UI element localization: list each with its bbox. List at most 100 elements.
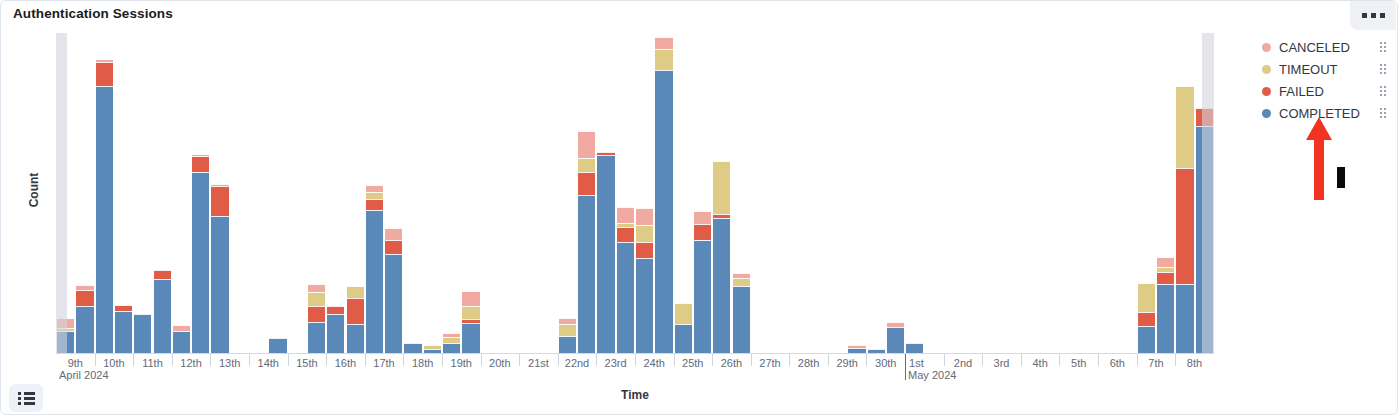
bar-slot[interactable] xyxy=(346,286,365,353)
bar-slot[interactable] xyxy=(191,154,210,353)
legend-item-failed[interactable]: FAILED xyxy=(1254,80,1396,102)
bar-segment-completed[interactable] xyxy=(211,216,228,353)
bar-segment-completed[interactable] xyxy=(327,314,344,354)
bar-segment-timeout[interactable] xyxy=(1138,283,1155,312)
bar-segment-completed[interactable] xyxy=(1176,284,1193,353)
bar-segment-completed[interactable] xyxy=(154,279,171,353)
bar-segment-timeout[interactable] xyxy=(308,292,325,306)
bar-segment-canceled[interactable] xyxy=(578,131,595,159)
legend-item-canceled[interactable]: CANCELED xyxy=(1254,36,1396,58)
bar-segment-canceled[interactable] xyxy=(366,185,383,192)
bar-slot[interactable] xyxy=(712,161,731,353)
bar-segment-canceled[interactable] xyxy=(636,208,653,225)
bar-slot[interactable] xyxy=(1156,257,1175,353)
bar-segment-completed[interactable] xyxy=(76,306,93,353)
bar-segment-completed[interactable] xyxy=(385,254,402,353)
bar-segment-completed[interactable] xyxy=(1157,284,1174,353)
bar-segment-timeout[interactable] xyxy=(733,278,750,286)
bar-slot[interactable] xyxy=(384,228,403,353)
bar-slot[interactable] xyxy=(616,207,635,353)
bar-slot[interactable] xyxy=(461,291,480,353)
bar-segment-completed[interactable] xyxy=(443,343,460,353)
bar-slot[interactable] xyxy=(268,338,287,353)
bar-segment-canceled[interactable] xyxy=(655,37,672,49)
bar-slot[interactable] xyxy=(153,270,172,353)
bar-slot[interactable] xyxy=(905,343,924,353)
bar-slot[interactable] xyxy=(886,322,905,353)
bar-segment-canceled[interactable] xyxy=(308,284,325,292)
bar-slot[interactable] xyxy=(654,37,673,353)
bar-slot[interactable] xyxy=(596,152,615,353)
bar-segment-canceled[interactable] xyxy=(385,228,402,241)
bar-segment-failed[interactable] xyxy=(76,290,93,306)
bar-segment-timeout[interactable] xyxy=(366,192,383,199)
bar-slot[interactable] xyxy=(326,306,345,353)
bar-slot[interactable] xyxy=(133,314,152,354)
drag-handle-icon[interactable] xyxy=(1380,108,1387,119)
bar-slot[interactable] xyxy=(307,284,326,353)
bar-slot[interactable] xyxy=(577,131,596,353)
bar-segment-completed[interactable] xyxy=(192,172,209,353)
bar-segment-timeout[interactable] xyxy=(578,158,595,172)
bar-segment-completed[interactable] xyxy=(597,155,614,353)
bar-segment-completed[interactable] xyxy=(134,314,151,354)
bar-segment-failed[interactable] xyxy=(96,62,113,87)
bar-segment-completed[interactable] xyxy=(96,86,113,353)
bar-segment-completed[interactable] xyxy=(694,240,711,353)
bar-slot[interactable] xyxy=(365,185,384,353)
bar-slot[interactable] xyxy=(442,333,461,353)
legend-item-timeout[interactable]: TIMEOUT xyxy=(1254,58,1396,80)
drag-handle-icon[interactable] xyxy=(1380,64,1387,75)
bar-segment-canceled[interactable] xyxy=(1157,257,1174,267)
bar-segment-completed[interactable] xyxy=(559,336,576,353)
bar-slot[interactable] xyxy=(1175,86,1194,353)
bar-segment-failed[interactable] xyxy=(578,172,595,195)
bar-segment-completed[interactable] xyxy=(173,331,190,353)
bar-segment-failed[interactable] xyxy=(694,224,711,241)
drag-handle-icon[interactable] xyxy=(1380,86,1387,97)
bar-slot[interactable] xyxy=(172,325,191,353)
bar-segment-failed[interactable] xyxy=(1157,272,1174,284)
bar-segment-canceled[interactable] xyxy=(462,291,479,306)
bar-segment-completed[interactable] xyxy=(655,70,672,353)
bar-slot[interactable] xyxy=(674,303,693,353)
bar-slot[interactable] xyxy=(847,345,866,353)
bar-slot[interactable] xyxy=(114,305,133,353)
bar-segment-completed[interactable] xyxy=(404,343,421,353)
bar-slot[interactable] xyxy=(635,208,654,353)
bar-segment-timeout[interactable] xyxy=(636,225,653,243)
bar-slot[interactable] xyxy=(423,345,442,353)
bar-segment-timeout[interactable] xyxy=(462,306,479,320)
bar-slot[interactable] xyxy=(1137,283,1156,353)
bar-segment-failed[interactable] xyxy=(366,199,383,210)
bar-segment-timeout[interactable] xyxy=(655,49,672,70)
bar-slot[interactable] xyxy=(95,59,114,353)
bar-segment-failed[interactable] xyxy=(154,270,171,279)
bar-slot[interactable] xyxy=(403,343,422,353)
bar-segment-failed[interactable] xyxy=(192,156,209,172)
bar-segment-completed[interactable] xyxy=(578,195,595,353)
legend-toggle-button[interactable] xyxy=(9,384,43,412)
bar-segment-canceled[interactable] xyxy=(694,211,711,224)
bar-segment-completed[interactable] xyxy=(636,258,653,353)
bar-segment-canceled[interactable] xyxy=(617,207,634,223)
bar-segment-failed[interactable] xyxy=(636,242,653,258)
bar-segment-completed[interactable] xyxy=(887,327,904,353)
bar-slot[interactable] xyxy=(210,184,229,353)
bar-segment-failed[interactable] xyxy=(385,240,402,254)
bar-segment-failed[interactable] xyxy=(347,298,364,325)
bar-segment-completed[interactable] xyxy=(1138,326,1155,353)
bar-segment-completed[interactable] xyxy=(906,343,923,353)
bar-segment-completed[interactable] xyxy=(308,322,325,353)
bar-slot[interactable] xyxy=(732,273,751,353)
bar-segment-failed[interactable] xyxy=(211,186,228,216)
bar-segment-failed[interactable] xyxy=(327,306,344,314)
bar-slot[interactable] xyxy=(75,285,94,353)
bar-segment-timeout[interactable] xyxy=(713,161,730,213)
drag-handle-icon[interactable] xyxy=(1380,42,1387,53)
bar-slot[interactable] xyxy=(693,211,712,353)
bar-segment-completed[interactable] xyxy=(269,338,286,353)
bar-segment-completed[interactable] xyxy=(675,324,692,353)
bar-segment-timeout[interactable] xyxy=(347,286,364,298)
bar-segment-completed[interactable] xyxy=(733,286,750,353)
